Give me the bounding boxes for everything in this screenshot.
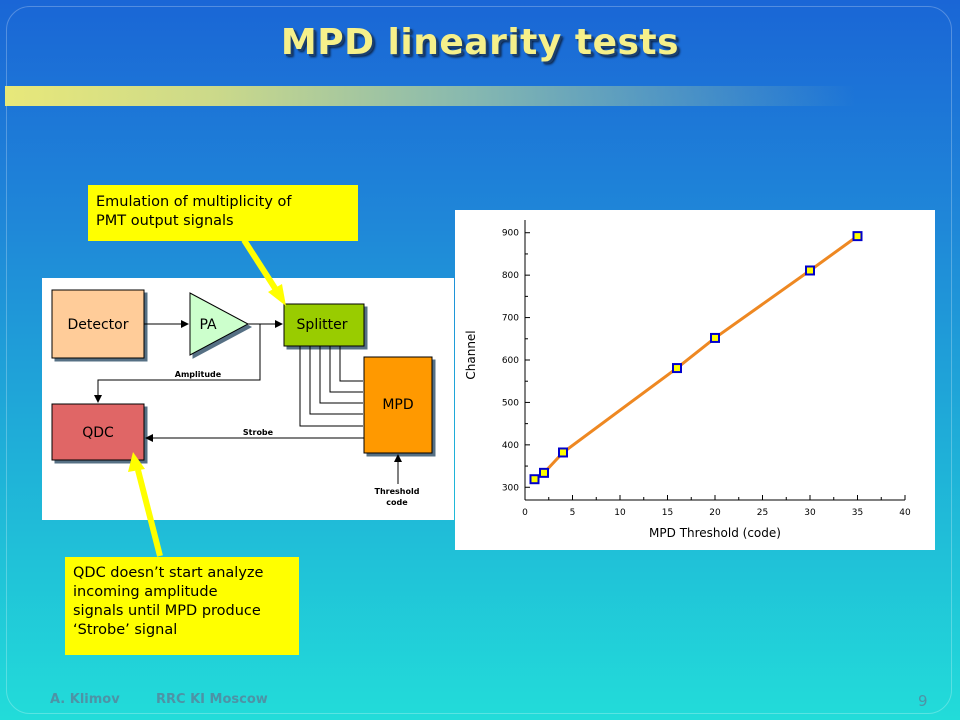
callout-multiplicity: Emulation of multiplicity of PMT output … (88, 185, 358, 241)
x-tick-label: 30 (804, 508, 816, 518)
x-tick-label: 40 (899, 508, 911, 518)
threshold-label-1: Threshold (375, 487, 420, 496)
callout-arrow-bottom (135, 469, 163, 557)
x-tick-label: 10 (614, 508, 626, 518)
callout-arrowhead-bottom (128, 452, 145, 472)
threshold-label-2: code (386, 498, 408, 507)
pa-label: PA (199, 317, 217, 333)
wire-split-5 (299, 346, 363, 427)
wire-split-3 (319, 346, 363, 404)
strobe-label: Strobe (243, 428, 274, 437)
splitter-label: Splitter (297, 317, 348, 333)
data-point (805, 265, 815, 276)
data-point (529, 474, 540, 485)
wire-amplitude (94, 324, 261, 403)
amplitude-label: Amplitude (175, 370, 222, 379)
slide-frame (6, 6, 952, 714)
wire-split-2 (329, 346, 363, 393)
wire-split-4 (309, 346, 363, 415)
x-tick-label: 20 (709, 508, 721, 518)
data-point (710, 332, 720, 343)
wire-split-1 (339, 346, 363, 382)
chart-points (529, 231, 863, 485)
linearity-chart: 0 5 10 15 20 25 30 35 40 300 400 500 600 700 800 900 MP… (455, 210, 935, 550)
y-tick-label: 700 (502, 314, 519, 324)
callout-top-line-2: PMT output signals (96, 213, 234, 229)
y-tick-label: 300 (502, 483, 519, 493)
footer-organization: RRC KI Moscow (156, 692, 268, 707)
data-point (539, 467, 549, 478)
chart-ticks: 0 5 10 15 20 25 30 35 40 300 400 500 600 700 800 900 (502, 229, 911, 518)
footer-author: A. Klimov (50, 692, 120, 707)
callout-bottom-line-4: ‘Strobe’ signal (73, 622, 178, 638)
callout-qdc-strobe: QDC doesn’t start analyze incoming ampli… (65, 557, 299, 655)
callout-bottom-line-3: signals until MPD produce (73, 603, 261, 619)
callout-arrow-top (241, 238, 283, 298)
qdc-box (51, 403, 145, 461)
chart-axes (524, 220, 905, 501)
y-tick-label: 600 (502, 356, 519, 366)
detector-label: Detector (67, 317, 128, 333)
pa-amplifier (189, 292, 250, 356)
x-tick-label: 15 (662, 508, 673, 518)
x-tick-label: 0 (522, 508, 528, 518)
data-point (558, 447, 568, 458)
qdc-label: QDC (82, 425, 114, 441)
callout-top-line-1: Emulation of multiplicity of (96, 194, 292, 210)
y-axis-label: Channel (464, 330, 478, 379)
x-axis-label: MPD Threshold (code) (649, 526, 781, 540)
x-tick-label: 5 (570, 508, 576, 518)
title-underline-bar (5, 86, 855, 106)
data-point (672, 363, 682, 374)
y-tick-label: 900 (502, 229, 519, 239)
y-tick-label: 500 (502, 398, 519, 408)
x-tick-label: 25 (757, 508, 768, 518)
callout-bottom-line-2: incoming amplitude (73, 584, 218, 600)
slide-title: MPD linearity tests (280, 22, 680, 63)
x-tick-label: 35 (852, 508, 863, 518)
y-tick-label: 800 (502, 271, 519, 281)
callout-bottom-line-1: QDC doesn’t start analyze (73, 565, 264, 581)
linearity-chart-svg: 0 5 10 15 20 25 30 35 40 300 400 500 600 700 800 900 MP… (464, 220, 911, 540)
mpd-label: MPD (382, 397, 413, 413)
y-tick-label: 400 (502, 441, 519, 451)
data-point (852, 231, 863, 242)
callout-arrowhead-top (268, 284, 286, 306)
mpd-box (363, 356, 433, 454)
page-number: 9 (918, 692, 928, 710)
splitter-box (283, 303, 365, 347)
